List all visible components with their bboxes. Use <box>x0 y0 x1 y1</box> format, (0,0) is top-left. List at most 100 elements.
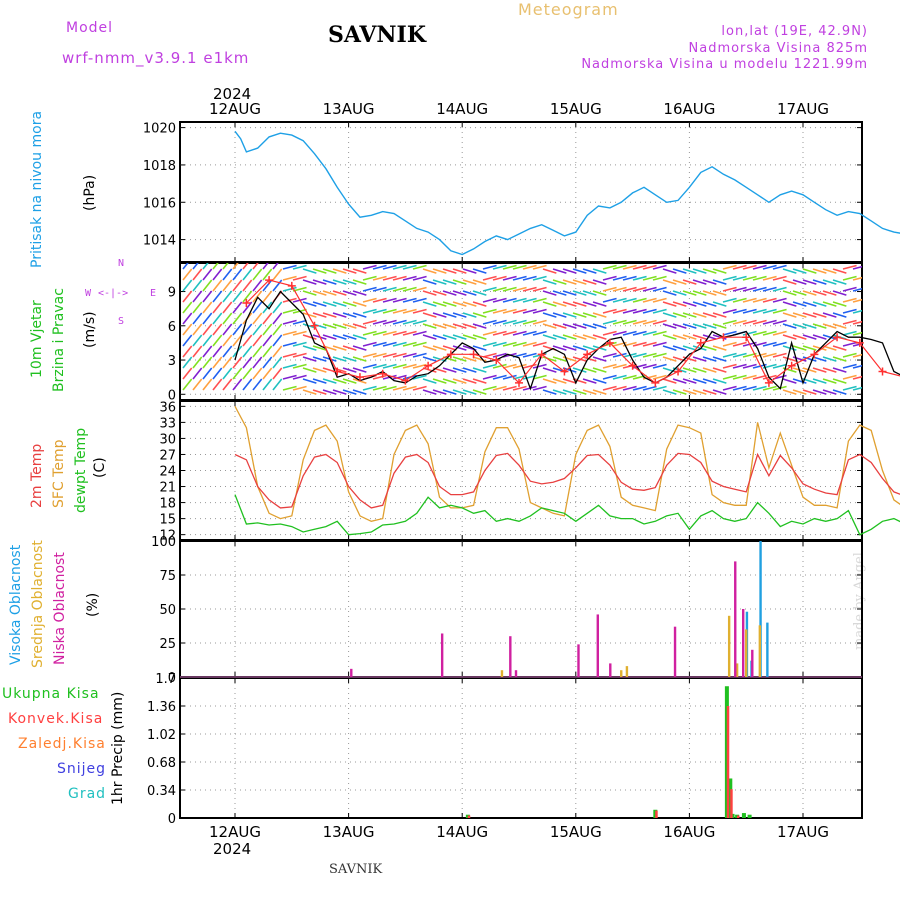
wind-barb <box>442 367 457 373</box>
wind-barb <box>362 308 377 314</box>
wind-barb <box>782 356 797 362</box>
y-tick-label: 25 <box>159 637 176 652</box>
gust-marker <box>833 333 842 342</box>
wind-barb <box>772 352 787 358</box>
gust-marker <box>401 376 410 385</box>
wind-barb <box>812 356 827 362</box>
gust-marker <box>674 367 683 376</box>
wind-barb <box>372 264 387 270</box>
wind-barb <box>782 290 797 296</box>
wind-barb <box>212 312 223 325</box>
wind-barb <box>532 385 547 391</box>
wind-barb <box>412 297 427 303</box>
wind-barb <box>672 301 687 307</box>
gust-marker <box>446 350 455 359</box>
wind-barb <box>522 275 537 281</box>
wind-barb <box>212 367 223 380</box>
wind-speed-line <box>234 290 900 391</box>
y-tick-label: 33 <box>159 416 176 431</box>
wind-barb <box>182 334 193 347</box>
wind-barb <box>662 312 677 318</box>
wind-barb <box>322 334 337 340</box>
y-tick-label: 9 <box>168 286 176 301</box>
wind-barb <box>442 389 457 395</box>
wind-barb <box>182 345 193 358</box>
wind-barb <box>462 334 477 340</box>
wind-barb <box>292 319 307 325</box>
wind-barb <box>762 385 777 391</box>
wind-barb <box>712 290 727 296</box>
wind-barb <box>462 312 477 318</box>
wind-barb <box>222 301 233 314</box>
y-tick-label: 15 <box>159 513 176 528</box>
wind-barb <box>422 378 437 384</box>
wind-barb <box>772 297 787 303</box>
wind-barb <box>392 341 407 347</box>
wind-barb <box>782 389 797 395</box>
wind-barb <box>662 356 677 362</box>
wind-barb <box>412 341 427 347</box>
wind-barb <box>842 319 857 325</box>
wind-barb <box>652 363 667 369</box>
wind-barb <box>242 268 253 281</box>
wind-barb <box>852 320 862 325</box>
wind-barb <box>692 312 707 318</box>
wind-barb <box>472 290 487 296</box>
wind-barb <box>692 378 707 384</box>
wind-barb <box>812 268 827 274</box>
wind-barb <box>232 323 243 336</box>
wind-barb <box>372 286 387 292</box>
wind-barb <box>722 385 737 391</box>
wind-barb <box>802 367 817 373</box>
wind-barb <box>482 330 497 336</box>
wind-barb <box>232 356 243 369</box>
convective-precip-bar <box>736 815 740 818</box>
wind-barb <box>512 341 527 347</box>
wind-barb <box>492 341 507 347</box>
wind-barb <box>412 264 427 270</box>
gust-marker <box>537 350 546 359</box>
wind-barb <box>752 275 767 281</box>
wind-barb <box>292 275 307 281</box>
wind-barb <box>792 389 807 395</box>
wind-barb <box>372 374 387 380</box>
wind-barb <box>352 323 367 329</box>
wind-barb <box>542 334 557 340</box>
wind-barb <box>522 330 537 336</box>
wind-barb <box>632 330 647 336</box>
wind-barb <box>602 363 617 369</box>
wind-barb <box>302 279 317 285</box>
wind-barb <box>662 268 677 274</box>
wind-barb <box>282 341 297 347</box>
wind-barb <box>692 334 707 340</box>
wind-barb <box>582 356 597 362</box>
wind-barb <box>312 356 327 362</box>
low-cloud-bar <box>673 626 677 677</box>
wind-barb <box>532 319 547 325</box>
compass-arrows-icon: <-|-> <box>98 288 129 299</box>
low-cloud-bar <box>742 609 745 677</box>
wind-barb <box>202 323 213 336</box>
wind-barb <box>632 341 647 347</box>
wind-barb <box>602 330 617 336</box>
wind-barb <box>432 378 447 384</box>
wind-barb <box>802 389 817 395</box>
wind-barb <box>422 279 437 285</box>
y-tick-label: 0.34 <box>147 784 176 799</box>
wind-barb <box>832 301 847 307</box>
wind-barb <box>852 265 862 270</box>
wind-barb <box>512 308 527 314</box>
wind-barb <box>542 312 557 318</box>
wind-barb <box>652 275 667 281</box>
gust-marker <box>787 361 796 370</box>
wind-barb <box>272 301 283 314</box>
wind-barb <box>292 352 307 358</box>
wind-barb <box>652 341 667 347</box>
wind-barb <box>632 275 647 281</box>
wind-barb <box>582 334 597 340</box>
wind-barb <box>542 367 557 373</box>
wind-barb <box>572 290 587 296</box>
wind-barb <box>382 363 397 369</box>
wind-barb <box>662 279 677 285</box>
wind-barb <box>332 301 347 307</box>
